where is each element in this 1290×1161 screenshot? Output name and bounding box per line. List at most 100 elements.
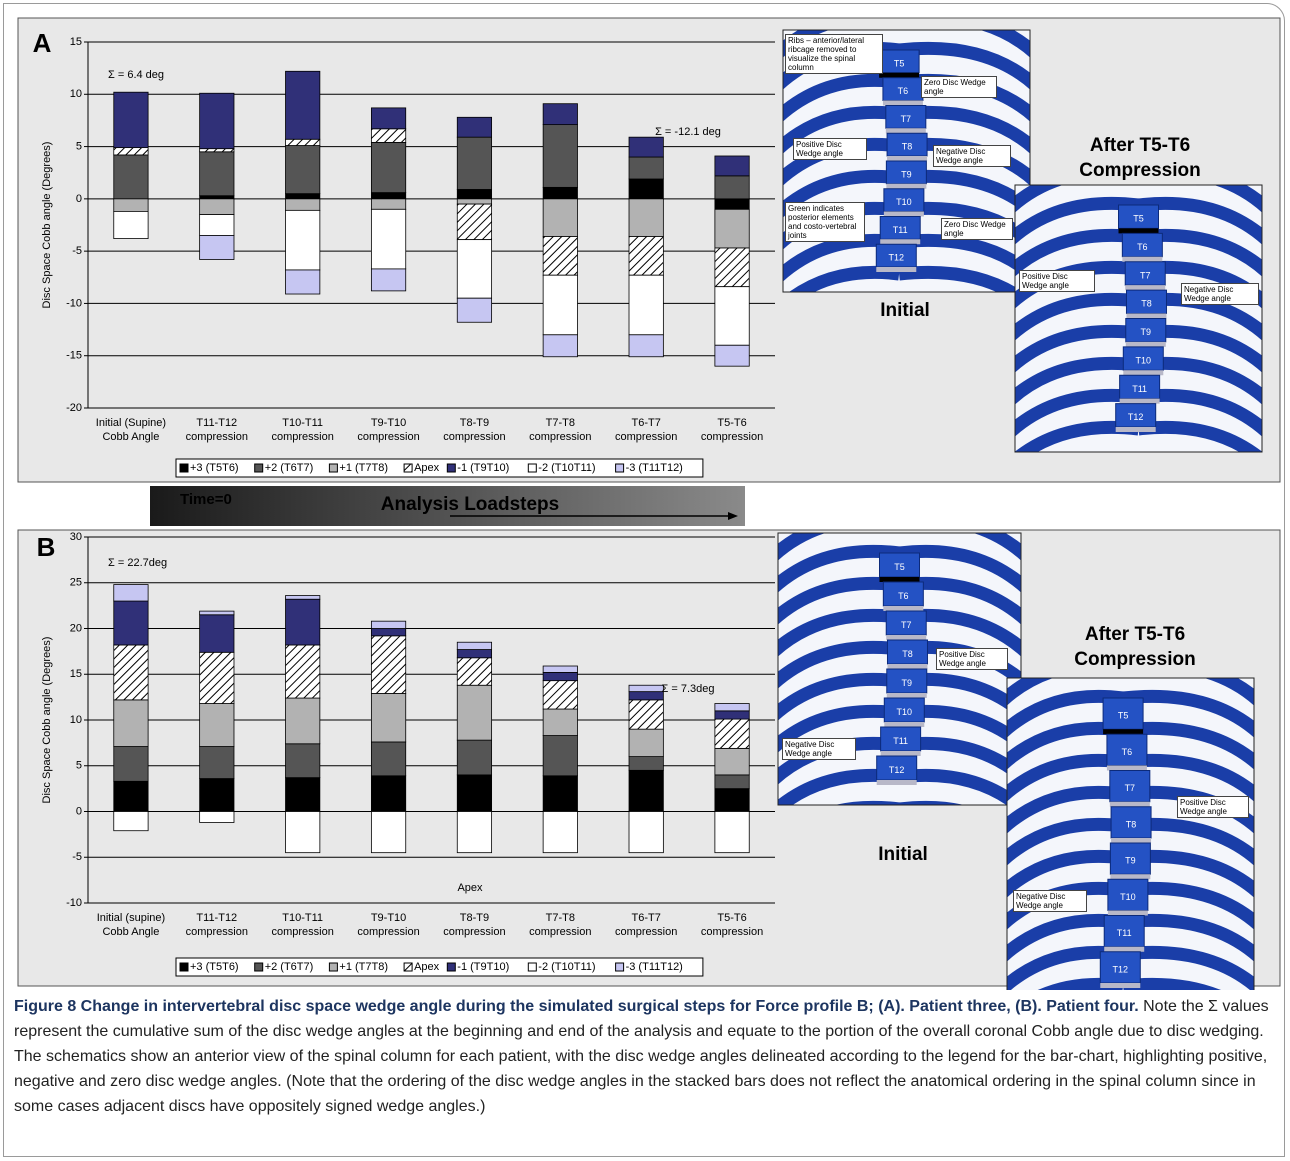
x-tick-label: T10-T11 compression	[260, 416, 346, 444]
vertebra-label: T10	[1120, 892, 1136, 902]
x-tick-label-box: Initial (Supine) Cobb Angle	[88, 416, 174, 448]
bar-segment	[371, 108, 405, 129]
disc	[884, 212, 924, 217]
timeline-start: Time=0	[180, 491, 232, 508]
vertebra-label: T11	[893, 225, 908, 235]
rib	[1139, 491, 1273, 533]
y-tick-label: 5	[76, 760, 82, 772]
x-tick-label: T7-T8 compression	[517, 911, 603, 939]
x-tick-label: T11-T12 compression	[174, 911, 260, 939]
vertebra-label: T10	[1136, 355, 1152, 365]
bar-segment	[371, 142, 405, 192]
x-tick-label: T10-T11 compression	[260, 911, 346, 939]
bar-segment	[286, 71, 320, 139]
bar-segment	[371, 776, 405, 812]
bar-segment	[200, 152, 234, 196]
legend-swatch	[180, 464, 188, 472]
x-tick-label-box: T8-T9 compression	[432, 911, 518, 943]
x-tick-label-box: T7-T8 compression	[517, 911, 603, 943]
callout-box: Negative Disc Wedge angle	[933, 145, 1011, 205]
disc	[880, 239, 920, 244]
disc	[1122, 257, 1162, 262]
bar-segment	[715, 748, 749, 775]
vertebra-label: T12	[889, 765, 905, 775]
callout-box: Zero Disc Wedge angle	[941, 218, 1013, 278]
vertebra-label: T7	[901, 620, 912, 630]
bar-segment	[286, 778, 320, 812]
image-title: Initial	[778, 842, 1028, 867]
disc	[1111, 838, 1151, 843]
vertebra-label: T9	[901, 169, 912, 179]
disc	[879, 73, 919, 78]
bar-segment	[114, 700, 148, 747]
bar-segment	[629, 199, 663, 237]
legend-swatch	[447, 464, 455, 472]
callout: Negative Disc Wedge angle	[933, 145, 1011, 167]
bar-segment	[286, 270, 320, 294]
bar-segment	[629, 237, 663, 276]
callout: Ribs – anterior/lateral ribcage removed …	[785, 34, 883, 74]
bar-segment	[286, 645, 320, 698]
callout-box: Positive Disc Wedge angle	[1177, 796, 1249, 856]
bar-segment	[629, 729, 663, 756]
bar-segment	[200, 615, 234, 653]
bar-segment	[114, 585, 148, 601]
vertebra-label: T8	[902, 649, 913, 659]
bar-segment	[629, 275, 663, 335]
vertebra-label: T5	[894, 562, 905, 572]
callout: Positive Disc Wedge angle	[1019, 270, 1095, 292]
figure: Time=0 Analysis Loadsteps A-20-15-10-505…	[0, 0, 1290, 990]
bar-segment	[715, 209, 749, 248]
x-tick-label: T7-T8 compression	[517, 416, 603, 444]
image-title: Initial	[780, 298, 1030, 323]
x-tick-label: T8-T9 compression	[432, 416, 518, 444]
disc	[1107, 766, 1147, 771]
bar-segment	[715, 176, 749, 199]
x-tick-label-box: T5-T6 compression	[689, 416, 775, 448]
bar-segment	[543, 187, 577, 199]
vertebra-label: T9	[1141, 327, 1152, 337]
disc	[886, 128, 926, 133]
legend-swatch	[616, 464, 624, 472]
y-tick-label: 20	[70, 622, 82, 634]
callout: Negative Disc Wedge angle	[782, 738, 856, 760]
vertebra-label: T7	[1125, 783, 1136, 793]
disc	[877, 780, 917, 785]
bar-segment	[114, 211, 148, 238]
legend-swatch	[329, 464, 337, 472]
bar-segment	[114, 199, 148, 212]
legend-label: -1 (T9T10)	[457, 462, 509, 474]
bar-segment	[543, 812, 577, 853]
callout-box: Positive Disc Wedge angle	[1019, 270, 1095, 330]
callout-box: Positive Disc Wedge angle	[936, 648, 1008, 708]
bar-segment	[715, 711, 749, 719]
y-tick-label: 10	[70, 714, 82, 726]
callout-box: Zero Disc Wedge angle	[921, 76, 997, 136]
bar-segment	[371, 193, 405, 199]
bar-segment	[715, 248, 749, 287]
callout-box: Ribs – anterior/lateral ribcage removed …	[785, 34, 883, 94]
x-tick-label: T8-T9 compression	[432, 911, 518, 939]
disc	[1100, 983, 1140, 988]
vertebra-label: T9	[1125, 856, 1136, 866]
disc	[1125, 285, 1165, 290]
x-tick-label: T6-T7 compression	[603, 911, 689, 939]
image-title: After T5-T6 Compression	[1010, 622, 1260, 672]
bar-segment	[457, 775, 491, 812]
vertebra-label: T11	[1132, 384, 1147, 394]
legend-label: +1 (T7T8)	[339, 462, 388, 474]
legend-label: -2 (T10T11)	[538, 462, 595, 474]
bar-segment	[715, 812, 749, 853]
disc	[1110, 874, 1150, 879]
bar-segment	[286, 599, 320, 645]
y-tick-label: 30	[70, 531, 82, 543]
legend-label: +2 (T6T7)	[265, 961, 314, 973]
bar-segment	[371, 209, 405, 269]
rib	[1005, 491, 1139, 533]
image-title-box: After T5-T6 Compression	[1015, 133, 1265, 185]
bar-segment	[200, 611, 234, 615]
vertebra-label: T7	[1140, 270, 1151, 280]
vertebra-label: T10	[897, 707, 913, 717]
bar-segment	[715, 775, 749, 789]
x-tick-label: T9-T10 compression	[346, 911, 432, 939]
